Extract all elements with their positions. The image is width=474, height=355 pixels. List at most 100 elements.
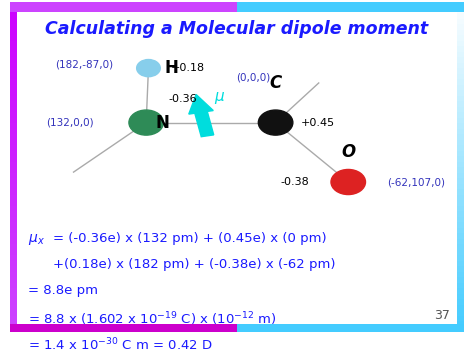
Text: = 8.8e pm: = 8.8e pm [28,284,98,297]
Bar [10,277,17,283]
Bar [10,272,17,277]
Bar [10,2,17,7]
Bar [10,73,17,79]
Bar [457,18,464,24]
Bar [237,2,464,12]
Bar [10,228,17,233]
Bar [457,145,464,151]
Bar [10,255,17,261]
FancyArrow shape [189,94,214,137]
Text: $\mu_x$: $\mu_x$ [28,231,45,246]
Bar [457,162,464,167]
Bar [457,13,464,18]
Bar [10,84,17,90]
Bar [10,95,17,101]
Bar [457,118,464,123]
Text: N: N [155,114,169,132]
Circle shape [129,110,164,135]
Bar [10,123,17,129]
Text: (132,0,0): (132,0,0) [46,118,94,127]
Bar [457,228,464,233]
Bar [10,40,17,46]
Bar [457,184,464,189]
Text: (-62,107,0): (-62,107,0) [387,177,445,187]
Bar [10,24,17,29]
Bar [10,79,17,84]
Bar [10,239,17,244]
Bar [457,211,464,217]
Bar [10,189,17,195]
Bar [457,217,464,222]
Bar [10,68,17,73]
Bar [457,189,464,195]
Bar [10,327,17,332]
Bar [10,222,17,228]
Bar [10,244,17,250]
Bar [10,62,17,68]
Bar [10,51,17,57]
Bar [457,57,464,62]
Bar [10,18,17,24]
Bar [10,195,17,200]
Text: (0,0,0): (0,0,0) [236,73,270,83]
Bar [457,29,464,35]
Bar [457,90,464,95]
Bar [457,222,464,228]
Bar [10,211,17,217]
Text: +(0.18e) x (182 pm) + (-0.38e) x (-62 pm): +(0.18e) x (182 pm) + (-0.38e) x (-62 pm… [53,258,336,271]
Bar [10,206,17,211]
Bar [457,321,464,327]
Bar [457,2,464,7]
Bar [457,129,464,134]
Bar [10,46,17,51]
Bar [10,29,17,35]
Bar [457,288,464,294]
Bar [10,145,17,151]
Bar [10,261,17,266]
Circle shape [137,60,160,77]
Bar [457,200,464,206]
Bar [457,24,464,29]
Text: +0.18: +0.18 [171,63,205,73]
Bar [457,101,464,106]
Bar [457,7,464,13]
Bar [10,156,17,162]
Bar [10,316,17,321]
Bar [10,200,17,206]
Bar [10,321,17,327]
Bar [10,167,17,173]
Bar [457,310,464,316]
Bar [10,106,17,112]
Bar [10,299,17,305]
Bar [457,327,464,332]
Text: Calculating a Molecular dipole moment: Calculating a Molecular dipole moment [46,20,428,38]
Circle shape [258,110,293,135]
Text: C: C [270,74,282,92]
Bar [457,195,464,200]
Bar [457,272,464,277]
Bar [457,299,464,305]
Text: -0.36: -0.36 [169,94,198,104]
Bar [457,51,464,57]
Bar [457,316,464,321]
Bar [457,73,464,79]
Bar [10,129,17,134]
Text: = 1.4 x 10$^{-30}$ C m = 0.42 D: = 1.4 x 10$^{-30}$ C m = 0.42 D [28,337,213,354]
Bar [10,233,17,239]
Bar [457,106,464,112]
Bar [10,283,17,288]
Bar [457,123,464,129]
Bar [457,79,464,84]
Text: $\mu$: $\mu$ [214,90,226,106]
Bar [457,95,464,101]
Bar [10,13,17,18]
Text: -0.38: -0.38 [281,177,310,187]
Bar [457,178,464,184]
Bar [457,239,464,244]
Bar [457,46,464,51]
Text: O: O [341,143,356,161]
Bar [10,118,17,123]
Bar [457,167,464,173]
Bar [457,206,464,211]
Bar [10,310,17,316]
